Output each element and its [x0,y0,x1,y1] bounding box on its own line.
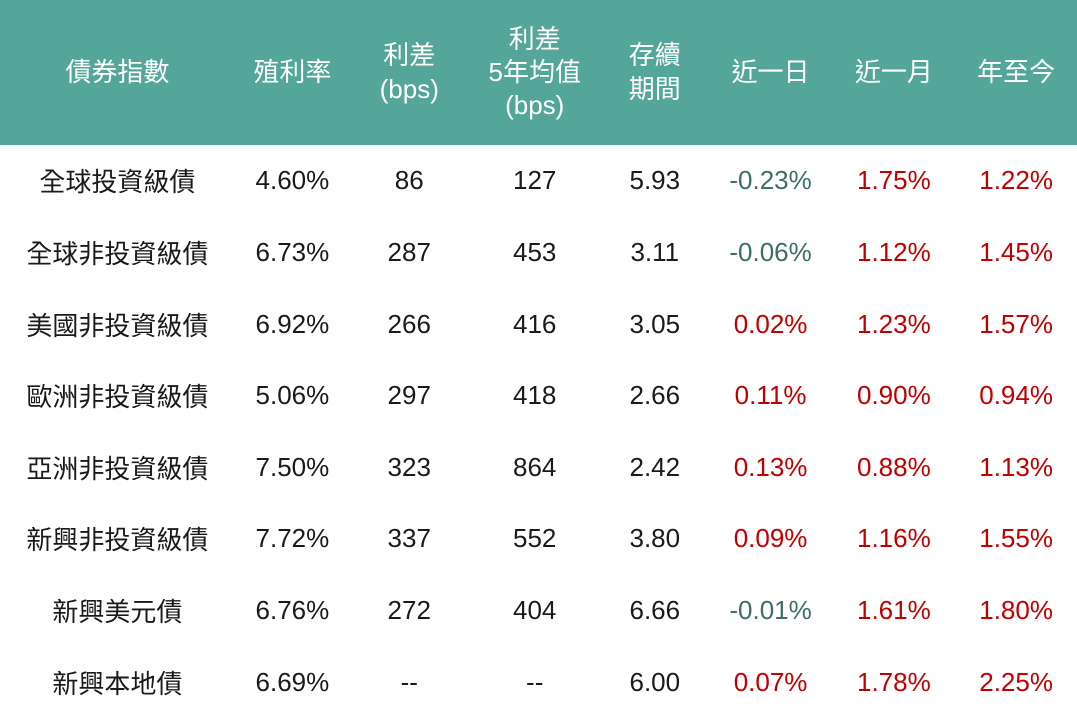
cell-yield: 7.50% [234,431,351,504]
row-label: 全球非投資級債 [0,216,235,289]
col-header-spread-5y-avg: 利差 5年均值 (bps) [468,0,601,145]
cell-chg-1d: -0.23% [708,145,833,217]
cell-chg-ytd: 1.13% [955,431,1077,504]
cell-spread: 323 [350,431,469,504]
cell-spread-5y-avg: 404 [468,574,601,647]
cell-chg-1m: 1.75% [832,145,956,217]
table-row: 新興本地債 6.69% -- -- 6.00 0.07% 1.78% 2.25% [0,646,1077,718]
cell-chg-1d: -0.06% [708,216,833,289]
row-label: 歐洲非投資級債 [0,359,235,432]
col-header-chg-1d: 近一日 [708,0,833,145]
row-label: 新興本地債 [0,646,235,718]
cell-spread: 297 [350,359,469,432]
row-label: 美國非投資級債 [0,288,235,360]
cell-chg-1d: 0.13% [708,431,833,504]
row-label: 全球投資級債 [0,145,235,217]
cell-spread: 272 [350,574,469,647]
table-row: 亞洲非投資級債 7.50% 323 864 2.42 0.13% 0.88% 1.13% [0,431,1077,504]
table-header: 債券指數 殖利率 利差 (bps) 利差 5年均值 (bps) 存續 期間 近一日 近一月年… [0,0,1077,145]
cell-chg-ytd: 1.55% [955,503,1077,575]
cell-chg-ytd: 1.80% [955,574,1077,647]
cell-duration: 6.00 [600,646,709,718]
cell-chg-ytd: 0.94% [955,359,1077,432]
cell-chg-1m: 1.61% [832,574,956,647]
col-header-yield: 殖利率 [234,0,351,145]
cell-spread: 337 [350,503,469,575]
cell-chg-1m: 1.16% [832,503,956,575]
cell-spread-5y-avg: 453 [468,216,601,289]
cell-spread: -- [350,646,469,718]
cell-chg-ytd: 1.57% [955,288,1077,360]
cell-chg-ytd: 1.45% [955,216,1077,289]
header-row: 債券指數 殖利率 利差 (bps) 利差 5年均值 (bps) 存續 期間 近一日 近一月年… [0,0,1077,145]
cell-spread-5y-avg: 418 [468,359,601,432]
cell-spread: 266 [350,288,469,360]
cell-spread-5y-avg: 416 [468,288,601,360]
cell-chg-1d: 0.09% [708,503,833,575]
cell-duration: 5.93 [600,145,709,217]
cell-chg-ytd: 1.22% [955,145,1077,217]
cell-yield: 4.60% [234,145,351,217]
row-label: 新興非投資級債 [0,503,235,575]
cell-chg-1m: 0.88% [832,431,956,504]
cell-chg-1m: 1.78% [832,646,956,718]
cell-spread-5y-avg: 127 [468,145,601,217]
table-row: 歐洲非投資級債 5.06% 297 418 2.66 0.11% 0.90% 0.94% [0,359,1077,432]
cell-chg-1d: 0.02% [708,288,833,360]
cell-yield: 6.69% [234,646,351,718]
cell-chg-1d: -0.01% [708,574,833,647]
cell-chg-1d: 0.07% [708,646,833,718]
cell-duration: 6.66 [600,574,709,647]
cell-spread-5y-avg: 864 [468,431,601,504]
cell-duration: 2.66 [600,359,709,432]
table-row: 新興非投資級債 7.72% 337 552 3.80 0.09% 1.16% 1.55% [0,503,1077,575]
cell-duration: 2.42 [600,431,709,504]
table-row: 新興美元債 6.76% 272 404 6.66 -0.01% 1.61% 1.80% [0,574,1077,647]
col-header-index: 債券指數 [0,0,235,145]
cell-yield: 6.73% [234,216,351,289]
col-header-chg-1m: 近一月 [832,0,956,145]
cell-duration: 3.11 [600,216,709,289]
cell-yield: 6.76% [234,574,351,647]
cell-duration: 3.05 [600,288,709,360]
cell-chg-ytd: 2.25% [955,646,1077,718]
cell-spread-5y-avg: -- [468,646,601,718]
cell-spread: 86 [350,145,469,217]
row-label: 亞洲非投資級債 [0,431,235,504]
cell-chg-1m: 1.12% [832,216,956,289]
table-row: 全球投資級債 4.60% 86 127 5.93 -0.23% 1.75% 1.22% [0,145,1077,217]
row-label: 新興美元債 [0,574,235,647]
cell-yield: 6.92% [234,288,351,360]
table-body: 全球投資級債 4.60% 86 127 5.93 -0.23% 1.75% 1.22% 全球非投… [0,145,1077,718]
col-header-chg-ytd: 年至今 [955,0,1077,145]
cell-spread: 287 [350,216,469,289]
cell-chg-1m: 1.23% [832,288,956,360]
table-row: 全球非投資級債 6.73% 287 453 3.11 -0.06% 1.12% 1.45% [0,216,1077,289]
col-header-spread: 利差 (bps) [350,0,469,145]
table-row: 美國非投資級債 6.92% 266 416 3.05 0.02% 1.23% 1.57% [0,288,1077,360]
cell-duration: 3.80 [600,503,709,575]
cell-spread-5y-avg: 552 [468,503,601,575]
cell-yield: 7.72% [234,503,351,575]
cell-chg-1d: 0.11% [708,359,833,432]
cell-yield: 5.06% [234,359,351,432]
cell-chg-1m: 0.90% [832,359,956,432]
col-header-duration: 存續 期間 [600,0,709,145]
